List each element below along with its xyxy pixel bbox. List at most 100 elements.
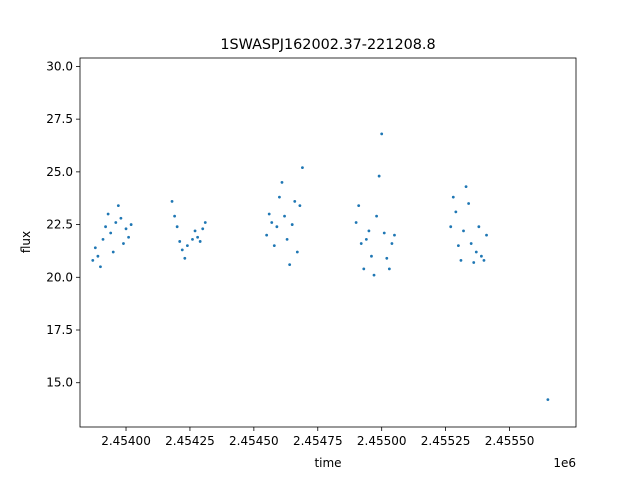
data-point (111, 250, 115, 254)
data-point (124, 227, 128, 231)
data-point (275, 225, 279, 229)
x-axis-ticks: 2.45400 2.45425 2.45450 2.45475 2.45500 2.455… (101, 427, 534, 448)
data-point (201, 227, 205, 231)
data-point (178, 240, 182, 243)
data-point (354, 221, 358, 224)
data-point (456, 244, 460, 248)
data-point (464, 185, 468, 189)
data-point (477, 225, 481, 229)
x-tick-label: 2.45525 (421, 434, 471, 448)
data-point (449, 225, 453, 229)
data-point (122, 242, 125, 245)
data-point (295, 250, 299, 254)
data-point (293, 199, 297, 203)
data-point (180, 248, 184, 252)
data-point (283, 214, 286, 218)
data-point (170, 199, 174, 203)
data-point (357, 204, 361, 208)
data-point (451, 195, 455, 199)
data-point (382, 231, 386, 235)
data-point (91, 259, 95, 262)
points-layer (91, 132, 550, 401)
y-tick-label: 15.0 (46, 376, 73, 390)
data-point (301, 166, 304, 170)
x-tick-label: 2.45550 (485, 434, 535, 448)
data-point (267, 212, 271, 216)
data-point (285, 237, 289, 241)
data-point (203, 221, 207, 224)
data-point (109, 231, 113, 235)
x-tick-label: 2.45450 (229, 434, 279, 448)
y-axis-ticks: 15.0 17.5 20.0 22.5 25.0 27.5 30.0 (46, 59, 80, 390)
data-point (454, 210, 458, 214)
data-point (380, 132, 384, 136)
x-tick-label: 2.45500 (357, 434, 407, 448)
data-point (298, 204, 302, 208)
data-point (278, 195, 281, 199)
data-point (173, 214, 177, 218)
data-point (272, 244, 276, 248)
data-point (127, 235, 130, 239)
data-point (370, 254, 373, 258)
data-point (183, 256, 187, 260)
data-point (196, 235, 200, 239)
data-point (390, 242, 394, 245)
data-point (364, 237, 368, 241)
data-point (198, 240, 202, 243)
data-point (485, 233, 488, 237)
y-tick-label: 22.5 (46, 218, 73, 232)
x-axis-offset-label: 1e6 (553, 456, 576, 470)
data-point (101, 237, 105, 241)
x-tick-label: 2.45400 (101, 434, 151, 448)
data-point (185, 244, 189, 248)
data-point (462, 229, 465, 233)
data-point (129, 223, 133, 226)
data-point (467, 202, 471, 205)
data-point (393, 233, 396, 237)
y-tick-label: 25.0 (46, 165, 73, 179)
data-point (99, 265, 102, 269)
y-tick-label: 27.5 (46, 112, 73, 126)
data-point (175, 225, 179, 229)
data-point (472, 261, 476, 264)
data-point (359, 242, 363, 245)
data-point (191, 237, 194, 241)
data-point (375, 214, 378, 218)
data-point (106, 212, 110, 216)
data-point (372, 273, 376, 277)
data-point (367, 229, 371, 233)
data-point (387, 267, 391, 271)
x-tick-label: 2.45475 (293, 434, 343, 448)
data-point (459, 259, 463, 262)
data-point (270, 221, 274, 224)
data-point (265, 233, 269, 237)
x-tick-label: 2.45425 (165, 434, 215, 448)
data-point (482, 259, 486, 262)
y-tick-label: 17.5 (46, 323, 73, 337)
data-point (116, 204, 120, 208)
data-point (288, 263, 292, 267)
data-point (280, 181, 284, 184)
plot-frame (79, 57, 577, 428)
y-tick-label: 20.0 (46, 270, 73, 284)
data-point (114, 221, 118, 224)
data-point (469, 242, 473, 245)
y-tick-label: 30.0 (46, 59, 73, 73)
data-point (385, 256, 389, 260)
data-point (474, 250, 478, 254)
data-point (546, 398, 550, 401)
data-point (290, 223, 294, 226)
chart-title: 1SWASPJ162002.37-221208.8 (220, 37, 435, 53)
data-point (377, 174, 381, 178)
data-point (119, 216, 123, 220)
data-point (104, 225, 107, 229)
y-axis-label: flux (19, 231, 33, 253)
data-point (480, 254, 483, 258)
data-point (193, 229, 197, 233)
data-point (96, 254, 100, 258)
x-axis-label: time (314, 456, 341, 470)
data-point (362, 267, 366, 271)
